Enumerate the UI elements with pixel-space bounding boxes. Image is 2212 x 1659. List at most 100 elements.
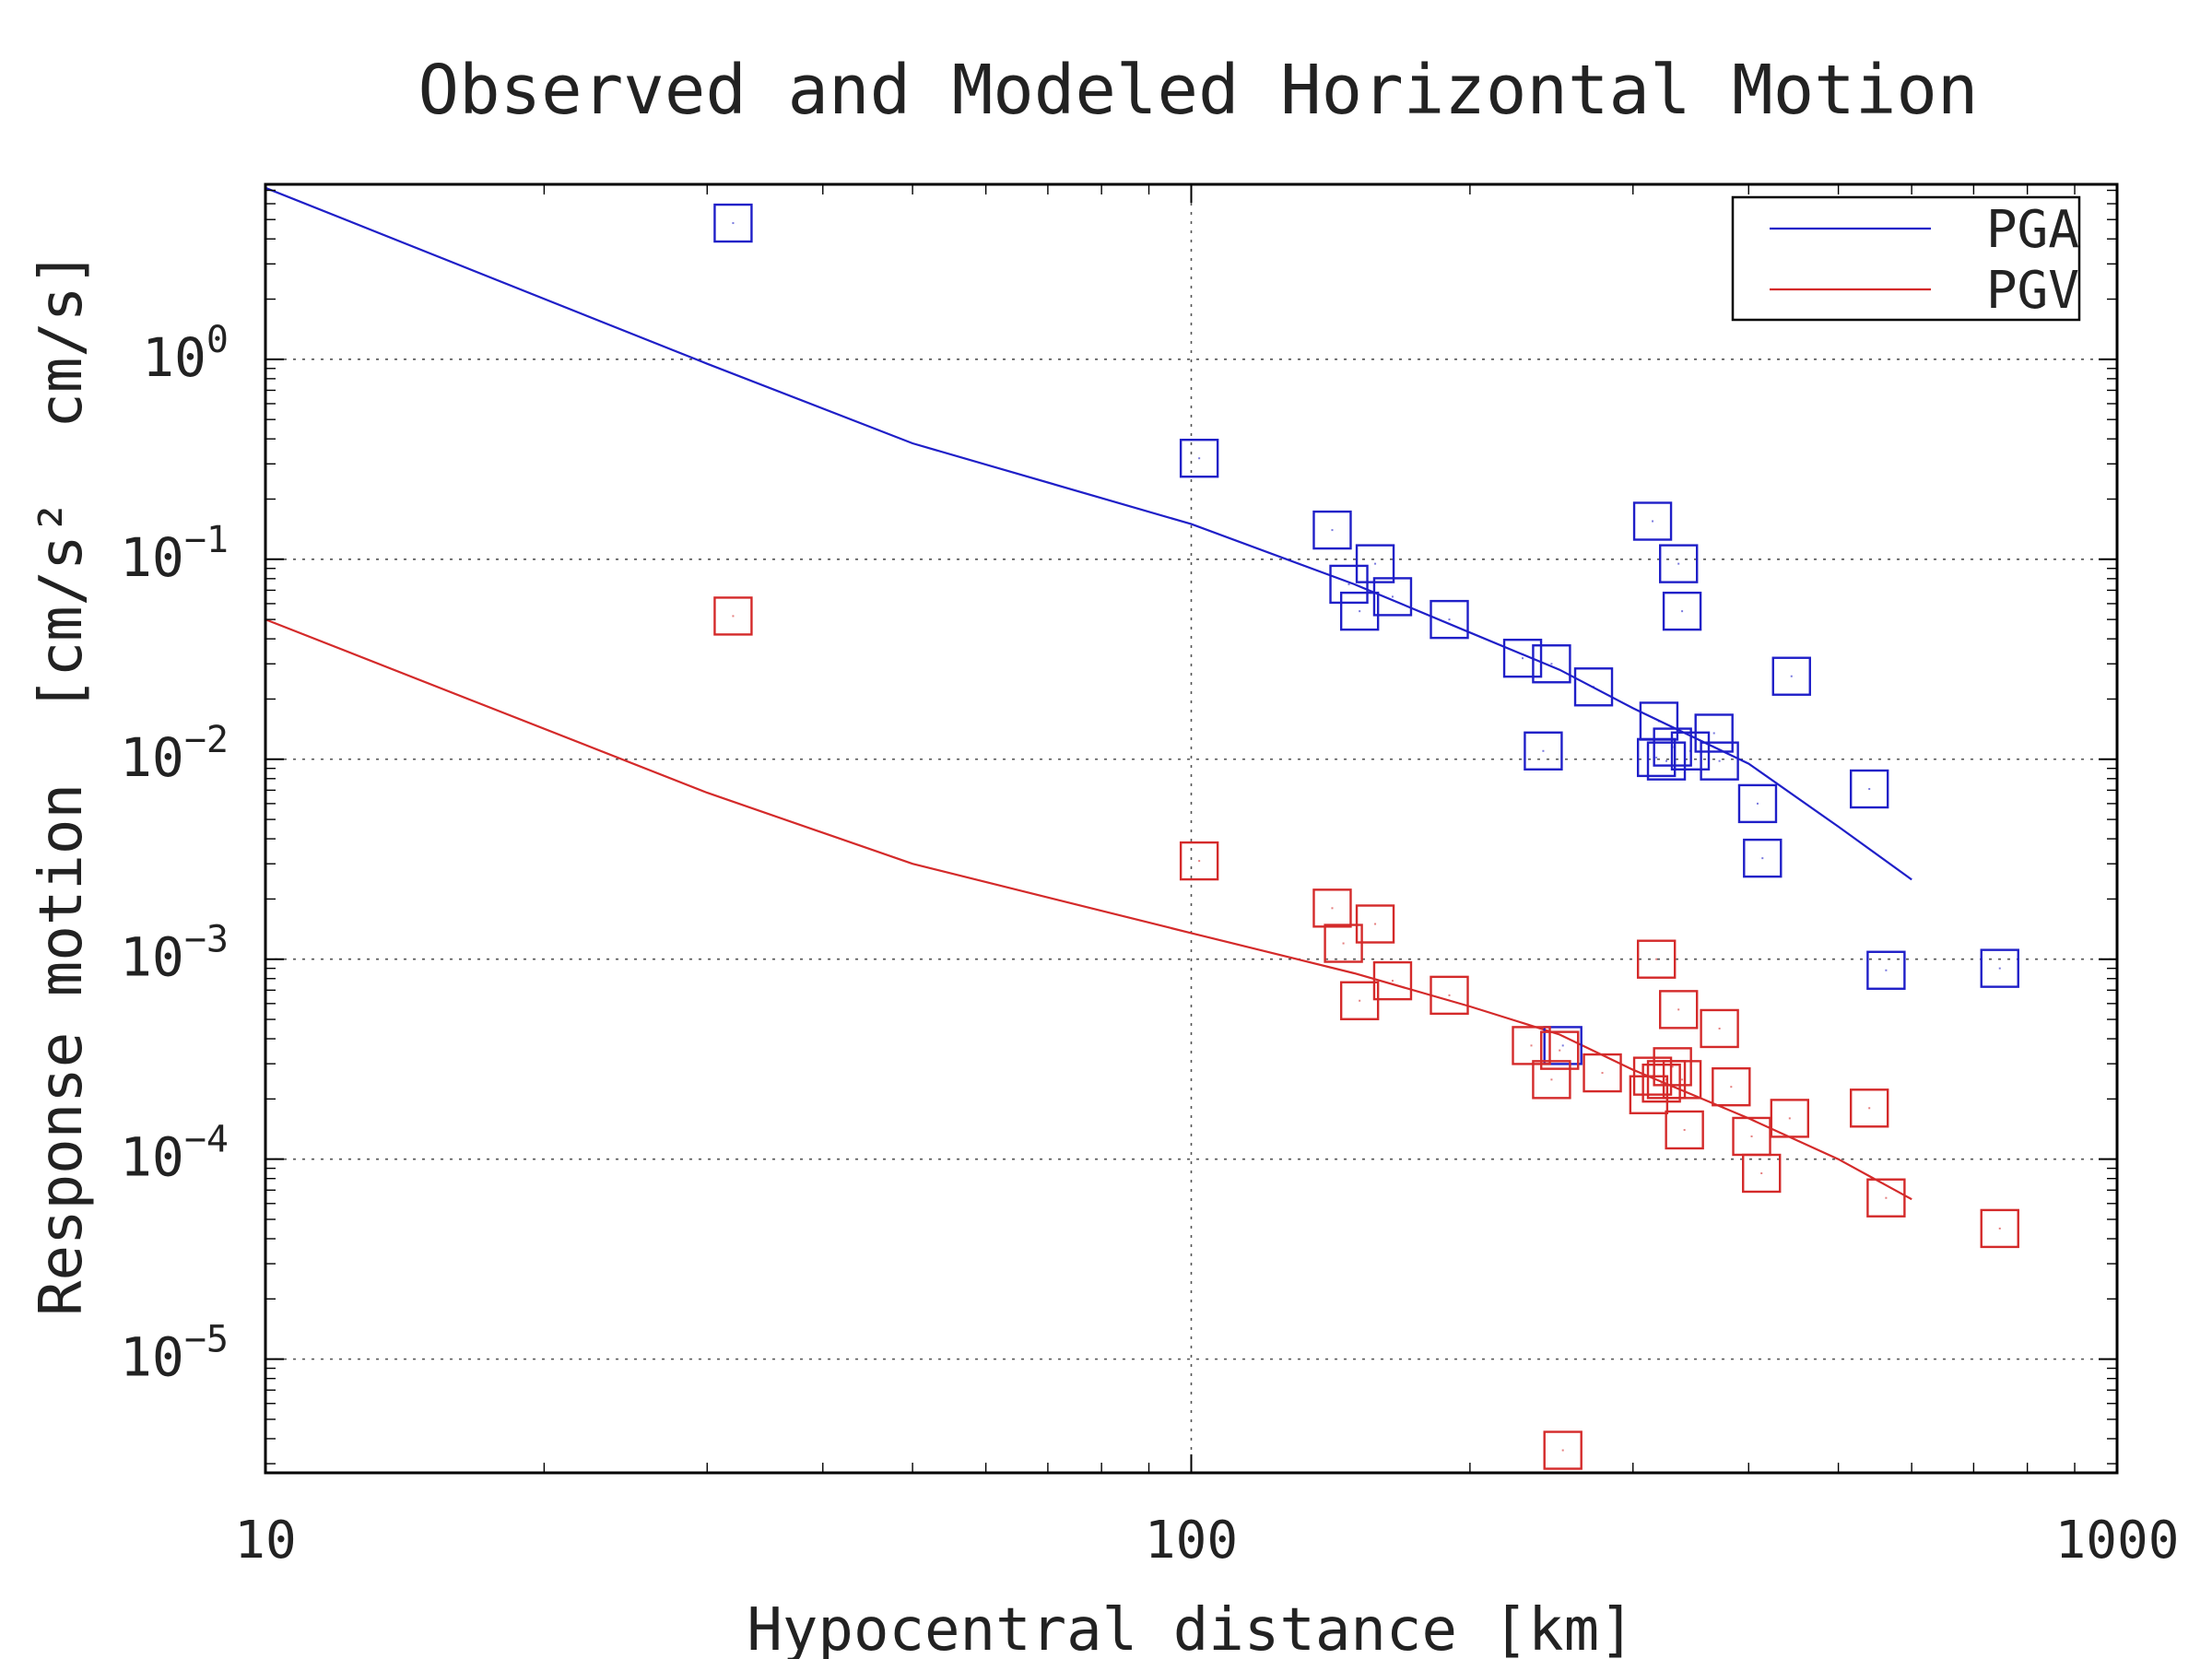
- pga-observed-point: [1646, 741, 1687, 781]
- pgv-observed-point: [1770, 1099, 1810, 1138]
- pga-observed-point: [1639, 701, 1679, 741]
- pga-observed-point-center: [1998, 967, 2001, 970]
- pgv-observed-point-center: [732, 615, 735, 618]
- pgv-observed-point: [1430, 975, 1469, 1016]
- legend: PGA PGV: [1731, 195, 2081, 322]
- y-tick-exponent: 0: [206, 319, 229, 361]
- y-axis-label: Response motion [cm/s² cm/s]: [28, 251, 96, 1316]
- pga-observed-point-center: [1359, 610, 1361, 613]
- pga-observed-point: [1573, 667, 1614, 707]
- pga-observed-point-center: [1677, 562, 1680, 565]
- pga-observed-point-center: [1522, 657, 1524, 660]
- gridlines: [265, 184, 2117, 1473]
- pgv-observed-point: [1866, 1178, 1906, 1218]
- pga-observed-point-center: [1655, 756, 1658, 759]
- pga-observed-point-center: [1374, 562, 1377, 565]
- y-tick-base: 10: [120, 726, 184, 789]
- pga-observed-point: [1743, 838, 1783, 878]
- pga-observed-point-center: [1391, 595, 1394, 598]
- x-tick-label-1: 100: [1145, 1511, 1238, 1571]
- pgv-observed-point-center: [1652, 1075, 1654, 1077]
- pgv-observed-point-center: [1359, 999, 1361, 1002]
- pga-observed-point: [1771, 656, 1811, 696]
- pgv-observed-point-center: [1788, 1117, 1791, 1120]
- pgv-observed-point: [1512, 1026, 1551, 1065]
- pga-observed-point: [1502, 638, 1543, 678]
- pga-observed-point-center: [1657, 720, 1660, 723]
- pga-observed-point: [1543, 1026, 1583, 1065]
- pgv-observed-point: [1632, 1056, 1673, 1096]
- y-tick-exponent: −4: [184, 1119, 229, 1161]
- x-tick-labels: 10 100 1000: [234, 1511, 2179, 1571]
- pga-observed-point: [1849, 769, 1889, 809]
- pgv-observed-point-center: [1448, 994, 1451, 996]
- pgv-observed-point: [1179, 841, 1219, 881]
- y-tick-base: 10: [120, 1326, 184, 1389]
- pgv-observed-point-center: [1660, 1082, 1663, 1085]
- pga-observed-point-center: [1681, 610, 1684, 613]
- pga-observed-point: [1980, 948, 2019, 988]
- axis-ticks: [265, 184, 2118, 1473]
- pga-observed-point-center: [1550, 663, 1553, 665]
- pgv-observed-point-center: [1671, 1065, 1674, 1068]
- pga-observed-point-center: [1665, 759, 1668, 762]
- pgv-observed-point-center: [1677, 1008, 1680, 1011]
- pgv-observed-point: [1712, 1066, 1751, 1107]
- pgv-observed-point-center: [1391, 980, 1394, 982]
- y-tick-base: 10: [120, 926, 184, 989]
- pga-observed-point: [1866, 950, 1906, 990]
- pga-observed-point: [713, 203, 753, 243]
- pgv-observed-point-center: [1559, 1049, 1561, 1052]
- pgv-observed-point: [1662, 1060, 1702, 1100]
- x-axis-label: Hypocentral distance [km]: [747, 1596, 1634, 1659]
- pga-observed-point: [1532, 644, 1571, 684]
- pga-observed-point-center: [1761, 857, 1764, 860]
- pgv-observed-point: [1372, 960, 1413, 1001]
- pga-observed-point: [1737, 783, 1778, 824]
- pga-observed-point-center: [732, 222, 735, 225]
- legend-box: [1731, 195, 2081, 322]
- pgv-observed-point-center: [1655, 958, 1658, 960]
- pgv-observed-point-center: [1885, 1196, 1888, 1199]
- pgv-observed-point-center: [1868, 1107, 1871, 1110]
- pga-observed-point-center: [1756, 802, 1759, 805]
- y-tick-label-5: 10−5: [120, 1319, 229, 1389]
- legend-pgv-label: PGV: [1986, 261, 2079, 321]
- pgv-observed-point: [1659, 990, 1699, 1030]
- y-tick-exponent: −2: [184, 719, 229, 761]
- pgv-observed-point-center: [1331, 907, 1334, 910]
- pga-observed-point: [1430, 599, 1469, 640]
- pga-observed-point-center: [1198, 457, 1201, 460]
- y-tick-base: 10: [120, 1126, 184, 1189]
- pga-observed-point: [1372, 577, 1413, 617]
- pgv-observed-point-center: [1601, 1072, 1604, 1075]
- pgv-observed-point-center: [1683, 1128, 1686, 1131]
- y-tick-label-4: 10−4: [120, 1119, 229, 1189]
- y-tick-exponent: −5: [184, 1319, 229, 1361]
- pga-observed-point-center: [1652, 520, 1654, 523]
- pgv-observed-point: [1742, 1153, 1782, 1194]
- pgv-observed-point: [1700, 1008, 1739, 1049]
- pga-observed-point-center: [1712, 732, 1715, 735]
- pgv-observed-point: [1641, 1063, 1681, 1103]
- pga-model-line: [265, 186, 1912, 881]
- pga-observed-point-center: [1542, 749, 1545, 752]
- pgv-observed-point-center: [1342, 942, 1345, 945]
- pga-observed-point: [1339, 591, 1380, 631]
- pga-observed-point: [1632, 501, 1673, 541]
- pga-observed-point-center: [1790, 675, 1793, 677]
- y-tick-base: 10: [142, 326, 206, 389]
- pga-observed-point-center: [1689, 749, 1692, 752]
- pgv-observed-point: [1849, 1088, 1889, 1128]
- pga-observed-point-center: [1868, 788, 1871, 791]
- pgv-observed-point-center: [1198, 860, 1201, 863]
- x-tick-label-2: 1000: [2055, 1511, 2180, 1571]
- pga-observed-point-center: [1718, 759, 1721, 762]
- pgv-observed-point: [1355, 904, 1395, 944]
- pgv-observed-point-center: [1550, 1078, 1553, 1081]
- pgv-observed-point: [1339, 981, 1380, 1020]
- observed-markers: [713, 203, 2019, 1470]
- y-tick-label-2: 10−2: [120, 719, 229, 789]
